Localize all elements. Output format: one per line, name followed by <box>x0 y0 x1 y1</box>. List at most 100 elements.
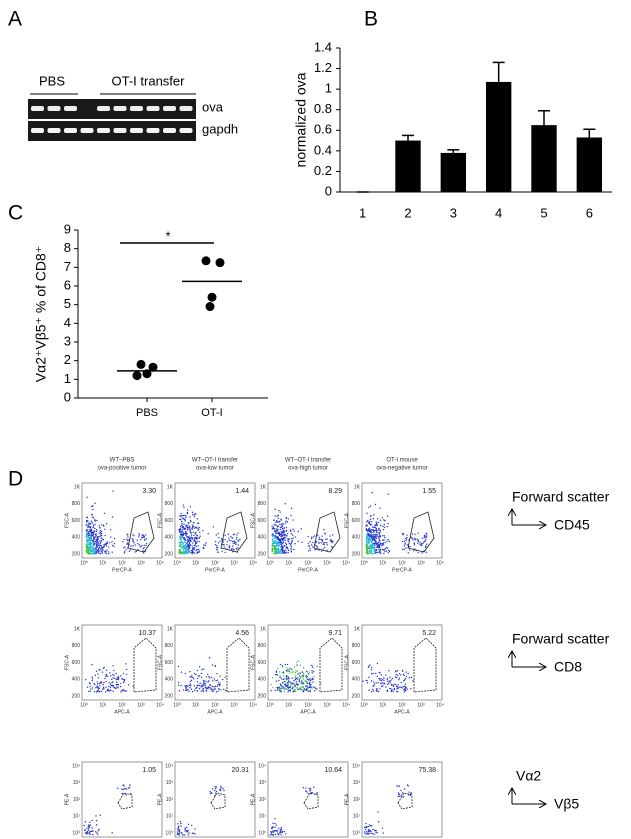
event <box>397 795 400 798</box>
event <box>180 671 183 673</box>
event <box>379 524 382 527</box>
event <box>314 687 317 690</box>
event <box>374 547 376 549</box>
event <box>235 547 238 550</box>
event <box>181 546 183 549</box>
event <box>113 545 115 548</box>
event <box>286 533 289 535</box>
dot <box>207 292 217 302</box>
event <box>95 541 98 544</box>
event <box>182 537 185 539</box>
gate <box>226 637 250 693</box>
event <box>369 825 372 827</box>
event <box>92 830 94 832</box>
event <box>385 686 387 688</box>
event <box>330 540 333 543</box>
event <box>117 675 120 678</box>
event <box>383 679 385 681</box>
event <box>183 538 186 540</box>
event <box>311 669 313 672</box>
event <box>375 524 378 526</box>
event <box>194 536 196 539</box>
event <box>94 540 96 543</box>
event <box>181 832 183 834</box>
event <box>219 675 221 677</box>
event <box>297 673 299 675</box>
flow-y-tick: 10¹ <box>353 814 361 820</box>
event <box>308 671 311 674</box>
x-tick-label: OT-I <box>201 407 222 419</box>
event <box>187 538 189 541</box>
event <box>218 794 220 797</box>
event <box>383 552 385 555</box>
event <box>95 552 97 554</box>
event <box>274 547 276 549</box>
event <box>105 543 107 545</box>
event <box>381 679 384 681</box>
event <box>282 685 284 688</box>
event <box>374 534 376 536</box>
flow-y-tick: 10⁰ <box>165 830 173 836</box>
gate <box>313 511 341 553</box>
flow-x-tick: 10³ <box>417 560 425 566</box>
event <box>92 517 95 519</box>
event <box>315 540 318 543</box>
band <box>163 128 176 133</box>
event <box>301 681 303 683</box>
event <box>388 682 390 685</box>
event <box>219 788 221 791</box>
flow-y-label: PE-A <box>344 793 350 805</box>
event <box>192 542 194 544</box>
event <box>287 549 290 552</box>
event <box>273 552 275 555</box>
flow-y-label: FSC-A <box>64 512 70 528</box>
event <box>369 531 372 534</box>
event <box>182 542 184 545</box>
flow-x-tick: 10⁴ <box>249 560 257 566</box>
flow-title: ova-high tumor <box>288 466 328 472</box>
event <box>279 540 282 542</box>
event <box>311 678 313 680</box>
event <box>125 663 127 665</box>
event <box>196 677 199 680</box>
event <box>274 817 276 820</box>
event <box>114 687 117 690</box>
flow-x-tick: 10⁴ <box>342 560 350 566</box>
event <box>189 670 191 673</box>
event <box>375 682 377 684</box>
event <box>321 535 323 537</box>
event <box>186 532 188 535</box>
event <box>280 533 282 535</box>
event <box>214 786 216 788</box>
event <box>279 542 282 544</box>
event <box>366 512 368 514</box>
event <box>115 683 118 686</box>
event <box>94 831 97 833</box>
event <box>112 665 114 667</box>
event <box>187 524 189 526</box>
event <box>369 544 371 547</box>
flow-plot <box>81 761 163 838</box>
event <box>394 670 397 672</box>
event <box>214 543 217 546</box>
event <box>368 520 370 523</box>
event <box>396 674 399 677</box>
event <box>284 552 286 554</box>
event <box>371 832 374 835</box>
event <box>402 673 405 676</box>
flow-x-tick: 10¹ <box>192 560 200 566</box>
event <box>86 531 88 533</box>
event <box>198 666 201 668</box>
event <box>92 545 95 547</box>
flow-y-label: FSC-A <box>344 512 350 528</box>
event <box>302 690 305 693</box>
event <box>97 673 99 675</box>
event <box>396 785 398 787</box>
event <box>399 795 401 798</box>
event <box>97 536 100 538</box>
band <box>113 106 127 111</box>
y-tick-label: 0.2 <box>314 163 332 178</box>
flow-y-tick: 10⁴ <box>72 763 80 769</box>
event <box>95 530 98 533</box>
flow-x-tick: 10⁰ <box>80 702 88 708</box>
